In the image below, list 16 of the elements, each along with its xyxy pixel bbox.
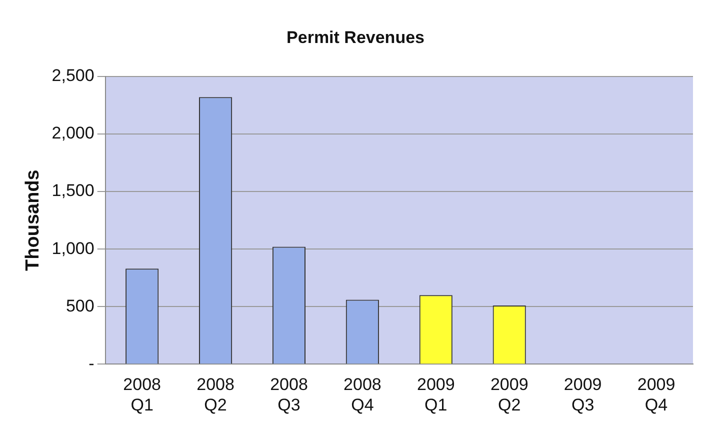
x-tick-label: 2009 Q4 [637,375,676,414]
y-tick-label: 1,500 [52,181,94,200]
y-axis-title: Thousands [22,170,44,271]
x-tick-label: 2009 Q1 [416,375,455,414]
y-tick-label: 500 [66,296,94,316]
x-tick-label: 2008 Q3 [270,375,308,414]
x-tick-label: 2008 Q2 [196,375,234,414]
y-tick-label: 1,000 [52,238,94,258]
y-tick-label: 2,500 [52,66,94,86]
chart-title: Permit Revenues [286,28,424,47]
x-tick-label: 2009 Q2 [490,375,528,414]
x-tick-label: 2008 Q4 [344,375,382,414]
x-tick-label: 2009 Q3 [564,375,602,414]
x-tick-label: 2008 Q1 [123,375,161,414]
y-tick-label: 2,000 [52,124,94,143]
y-tick-label: - [88,354,94,373]
